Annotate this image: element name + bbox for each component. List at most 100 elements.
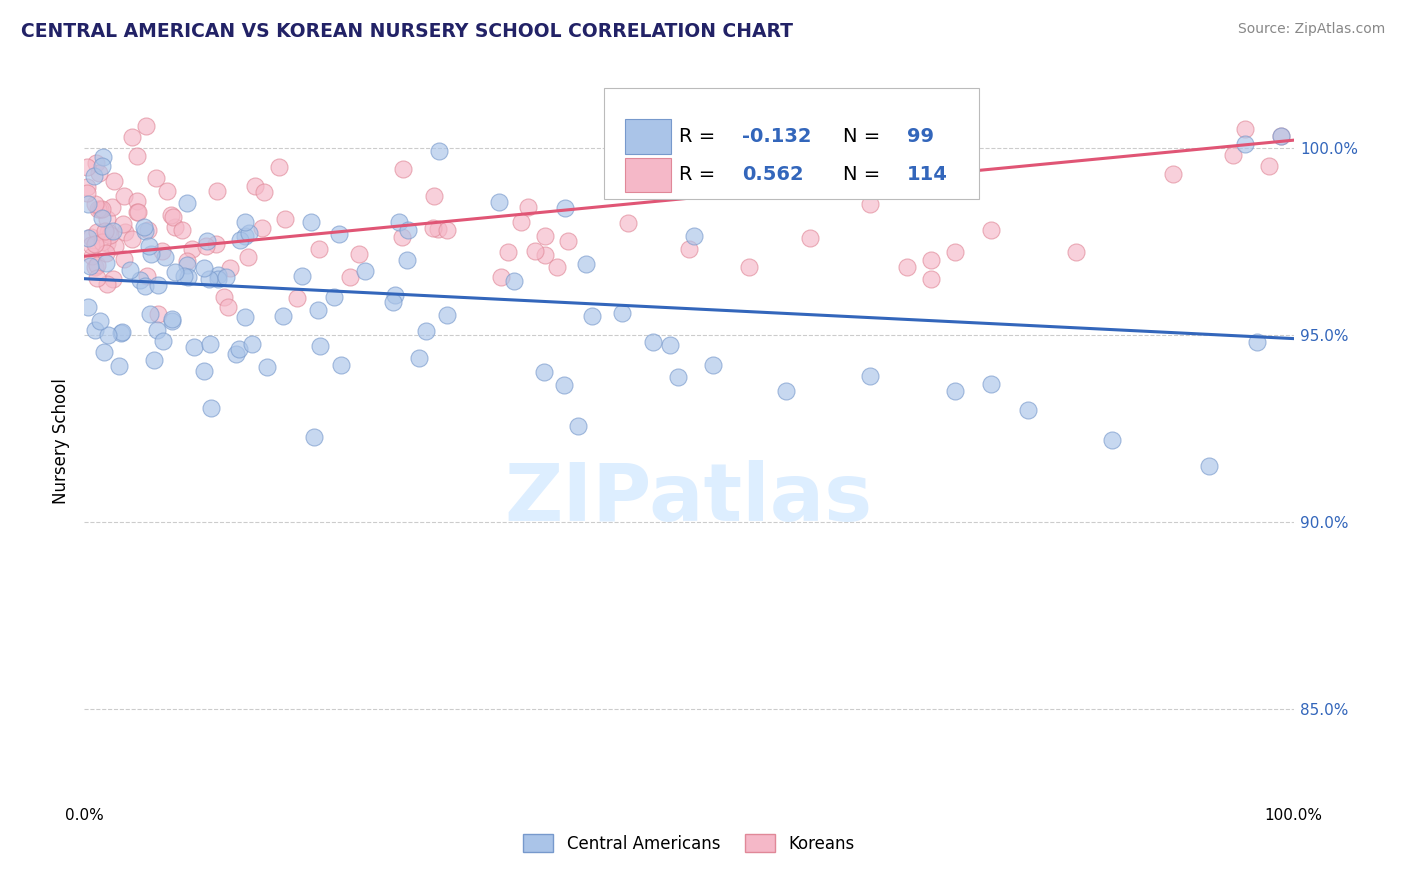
Point (617, 215, 640, 229)
Point (155, 251, 177, 265)
Point (170, 223, 193, 237)
Point (299, 215, 322, 229)
Point (415, 324, 437, 338)
Text: Source: ZipAtlas.com: Source: ZipAtlas.com (1237, 22, 1385, 37)
Point (980, 376, 1002, 391)
Point (920, 271, 942, 285)
Point (111, 326, 134, 340)
Point (1161, 167, 1184, 181)
Point (534, 228, 557, 243)
Point (308, 303, 330, 318)
Point (503, 274, 526, 288)
Point (146, 278, 169, 293)
Point (80, 230, 103, 244)
Point (97, 327, 120, 342)
Point (86, 155, 108, 169)
Point (250, 220, 273, 235)
Point (91, 202, 114, 217)
Point (496, 245, 519, 260)
Point (96, 246, 118, 260)
Text: R =: R = (679, 127, 721, 145)
Point (285, 291, 308, 305)
Point (422, 189, 444, 203)
Point (427, 145, 450, 159)
Point (84, 196, 107, 211)
FancyBboxPatch shape (624, 158, 671, 193)
Point (392, 161, 415, 176)
Point (228, 342, 250, 356)
Point (207, 272, 229, 286)
Point (121, 129, 143, 144)
Point (97, 225, 120, 239)
Point (87, 166, 110, 180)
Point (267, 160, 290, 174)
Point (382, 294, 405, 309)
Point (100, 200, 122, 214)
Point (120, 263, 142, 277)
Point (134, 224, 156, 238)
Point (243, 179, 266, 194)
Point (76, 160, 98, 174)
Point (98, 228, 121, 243)
Point (141, 247, 163, 261)
Text: 114: 114 (907, 165, 948, 185)
Point (162, 210, 184, 224)
Point (354, 264, 377, 278)
Point (132, 220, 155, 235)
Point (195, 239, 218, 253)
Point (205, 184, 228, 198)
Point (91, 211, 114, 226)
Point (104, 239, 127, 253)
Text: -0.132: -0.132 (742, 127, 811, 145)
Point (1258, 160, 1281, 174)
Point (309, 339, 332, 353)
Point (943, 245, 966, 260)
Point (291, 268, 314, 283)
Point (517, 200, 540, 214)
Point (121, 232, 143, 246)
Point (195, 234, 218, 248)
Point (1234, 122, 1257, 136)
Point (980, 223, 1002, 237)
Point (160, 312, 183, 326)
Point (225, 346, 247, 360)
Point (436, 309, 458, 323)
Point (240, 337, 263, 351)
Point (489, 270, 512, 285)
Text: CENTRAL AMERICAN VS KOREAN NURSERY SCHOOL CORRELATION CHART: CENTRAL AMERICAN VS KOREAN NURSERY SCHOO… (21, 22, 793, 41)
Point (217, 300, 239, 314)
Text: 0.562: 0.562 (742, 165, 804, 185)
Point (86, 271, 108, 285)
Point (93, 345, 115, 359)
Point (107, 359, 129, 373)
Point (112, 217, 135, 231)
Point (641, 335, 664, 350)
Point (738, 260, 761, 275)
Point (83, 260, 105, 274)
Point (668, 369, 690, 384)
Point (79, 259, 101, 273)
Point (138, 239, 160, 253)
Point (181, 242, 204, 256)
Point (96, 255, 118, 269)
Text: R =: R = (679, 165, 721, 185)
Point (229, 233, 252, 247)
Point (110, 326, 132, 341)
Point (134, 279, 156, 293)
Point (553, 377, 575, 392)
Point (125, 149, 148, 163)
Point (678, 242, 700, 256)
Point (114, 225, 136, 239)
Point (308, 242, 330, 256)
Point (112, 189, 135, 203)
Point (173, 268, 195, 283)
FancyBboxPatch shape (624, 119, 671, 153)
Point (87, 202, 110, 216)
Point (533, 365, 555, 379)
Point (233, 229, 256, 244)
Point (896, 260, 918, 275)
Point (384, 288, 406, 302)
Point (94, 224, 117, 238)
Point (523, 244, 546, 258)
Point (197, 272, 219, 286)
